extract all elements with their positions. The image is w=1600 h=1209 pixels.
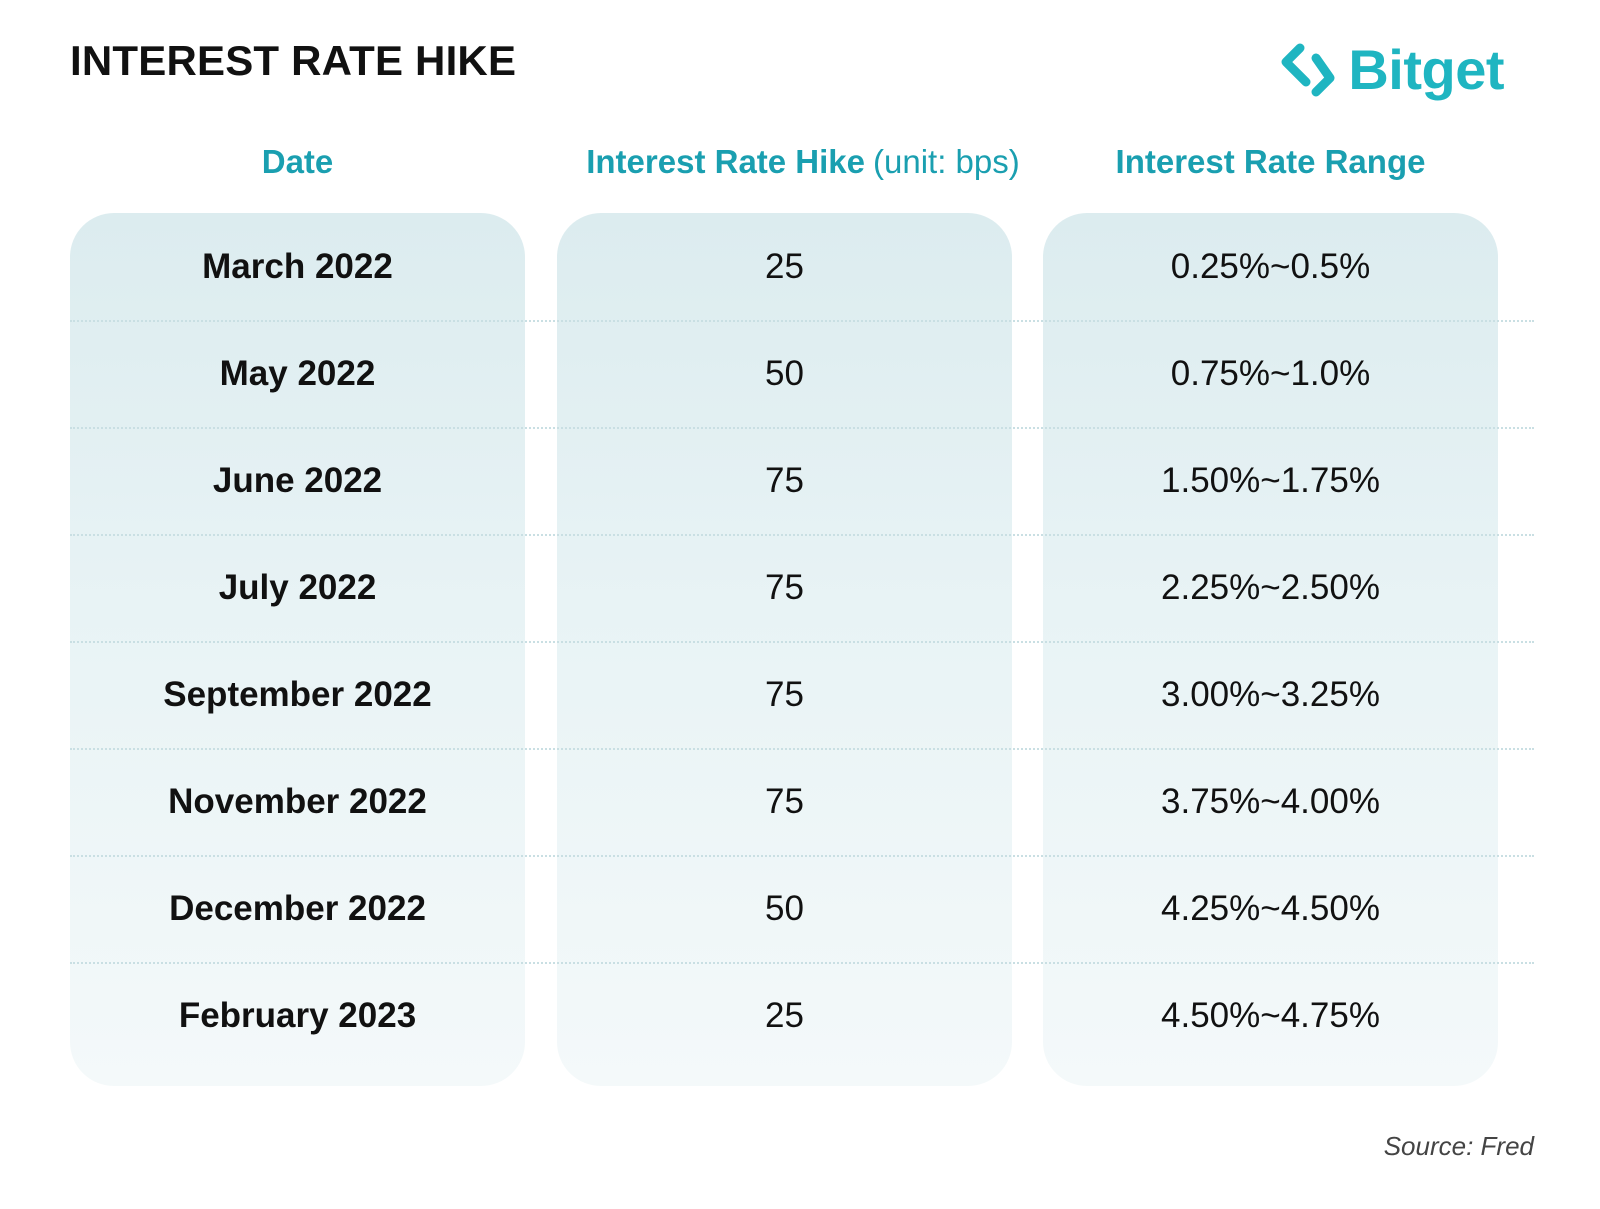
date-cell: November 2022 <box>168 781 427 821</box>
date-cell: September 2022 <box>163 674 432 714</box>
column-header-range: Interest Rate Range <box>1043 140 1498 184</box>
hike-cell: 75 <box>765 567 804 607</box>
row-divider <box>70 641 1534 643</box>
date-cell: February 2023 <box>178 995 417 1035</box>
hike-cell: 50 <box>765 888 804 928</box>
column-header-hike: Interest Rate Hike (unit: bps) <box>500 140 1106 184</box>
row-divider <box>70 748 1534 750</box>
range-cell: 2.25%~2.50% <box>1161 567 1380 607</box>
row-divider <box>70 320 1534 322</box>
column-header-date-label: Date <box>261 143 334 180</box>
hike-cell: 25 <box>765 995 804 1035</box>
hike-cell: 75 <box>765 781 804 821</box>
brand-logo: Bitget <box>1278 38 1504 102</box>
hike-column-panel <box>557 213 1012 1086</box>
hike-cell: 25 <box>765 246 804 286</box>
column-header-hike-label: Interest Rate Hike <box>586 143 866 180</box>
range-cell: 4.25%~4.50% <box>1161 888 1380 928</box>
range-cell: 4.50%~4.75% <box>1161 995 1380 1035</box>
date-column-panel <box>70 213 525 1086</box>
hike-cell: 75 <box>765 460 804 500</box>
date-cell: March 2022 <box>202 246 393 286</box>
range-cell: 3.00%~3.25% <box>1161 674 1380 714</box>
row-divider <box>70 534 1534 536</box>
hike-cell: 75 <box>765 674 804 714</box>
source-note: Source: Fred <box>1383 1131 1534 1161</box>
date-cell: May 2022 <box>219 353 376 393</box>
range-cell: 0.25%~0.5% <box>1170 246 1371 286</box>
range-cell: 3.75%~4.00% <box>1161 781 1380 821</box>
range-cell: 1.50%~1.75% <box>1161 460 1380 500</box>
column-header-hike-unit: (unit: bps) <box>873 143 1020 180</box>
row-divider <box>70 427 1534 429</box>
row-divider <box>70 855 1534 857</box>
range-cell: 0.75%~1.0% <box>1170 353 1371 393</box>
date-cell: June 2022 <box>212 460 383 500</box>
column-header-range-label: Interest Rate Range <box>1115 143 1426 180</box>
column-header-date: Date <box>70 140 525 184</box>
hike-cell: 50 <box>765 353 804 393</box>
range-column-panel <box>1043 213 1498 1086</box>
page-title: INTEREST RATE HIKE <box>70 37 517 84</box>
date-cell: December 2022 <box>169 888 426 928</box>
date-cell: July 2022 <box>218 567 377 607</box>
bitget-arrows-logo-icon <box>1281 43 1335 97</box>
brand-name: Bitget <box>1348 38 1504 101</box>
row-divider <box>70 962 1534 964</box>
